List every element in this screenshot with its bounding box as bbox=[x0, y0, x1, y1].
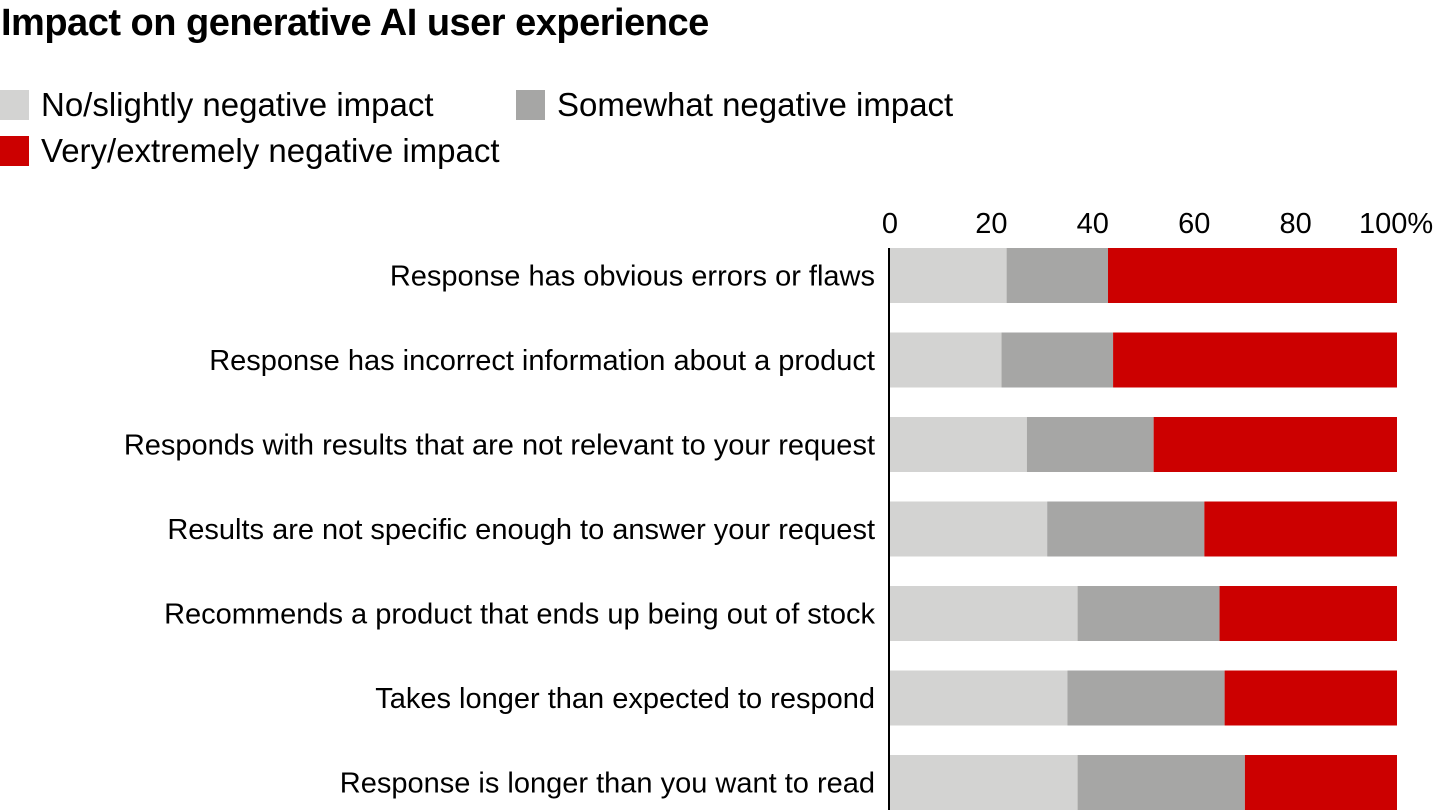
bar-segment bbox=[890, 248, 1007, 303]
bar-segment bbox=[1244, 755, 1397, 810]
x-tick-label: 80 bbox=[1279, 208, 1311, 240]
bar-segment bbox=[1006, 248, 1109, 303]
bar-segment bbox=[1067, 670, 1225, 726]
legend-swatch-no-slight bbox=[0, 90, 29, 120]
legend-item-somewhat: Somewhat negative impact bbox=[516, 86, 953, 124]
legend-item-very-extreme: Very/extremely negative impact bbox=[0, 132, 500, 170]
x-tick-label: 40 bbox=[1077, 208, 1109, 240]
bar-segment bbox=[1077, 586, 1220, 641]
category-label: Takes longer than expected to respond bbox=[375, 683, 875, 715]
legend-swatch-very-extreme bbox=[0, 136, 29, 166]
category-label: Recommends a product that ends up being … bbox=[164, 599, 875, 631]
bar-segment bbox=[1204, 501, 1397, 557]
legend-label-somewhat: Somewhat negative impact bbox=[557, 86, 954, 123]
bar-segment bbox=[1219, 586, 1397, 641]
legend-swatch-somewhat bbox=[516, 90, 545, 120]
category-label: Response has incorrect information about… bbox=[209, 345, 875, 377]
chart-title: Impact on generative AI user experience bbox=[1, 2, 709, 44]
bar-segment bbox=[890, 586, 1078, 641]
x-tick-label: 100% bbox=[1359, 208, 1433, 240]
bar-segment bbox=[1026, 417, 1154, 472]
category-label: Response is longer than you want to read bbox=[340, 768, 875, 800]
bar-segment bbox=[1153, 417, 1397, 472]
legend-label-very-extreme: Very/extremely negative impact bbox=[41, 132, 500, 169]
category-label: Responds with results that are not relev… bbox=[124, 430, 875, 462]
bar-segment bbox=[1001, 332, 1114, 388]
bar-segment bbox=[1077, 755, 1245, 810]
legend-item-no-slight: No/slightly negative impact bbox=[0, 86, 434, 124]
category-label: Response has obvious errors or flaws bbox=[390, 261, 875, 293]
bar-segment bbox=[890, 332, 1002, 388]
bar-segment bbox=[890, 417, 1027, 472]
bar-segment bbox=[1224, 670, 1397, 726]
bar-segment bbox=[1113, 332, 1397, 388]
bar-segment bbox=[890, 670, 1068, 726]
legend-label-no-slight: No/slightly negative impact bbox=[41, 86, 434, 123]
bar-segment bbox=[1047, 501, 1205, 557]
bar-segment bbox=[1108, 248, 1397, 303]
category-label: Results are not specific enough to answe… bbox=[167, 514, 875, 546]
bar-segment bbox=[890, 501, 1048, 557]
x-tick-label: 60 bbox=[1178, 208, 1210, 240]
x-tick-label: 20 bbox=[975, 208, 1007, 240]
x-tick-label: 0 bbox=[882, 208, 898, 240]
bar-segment bbox=[890, 755, 1078, 810]
